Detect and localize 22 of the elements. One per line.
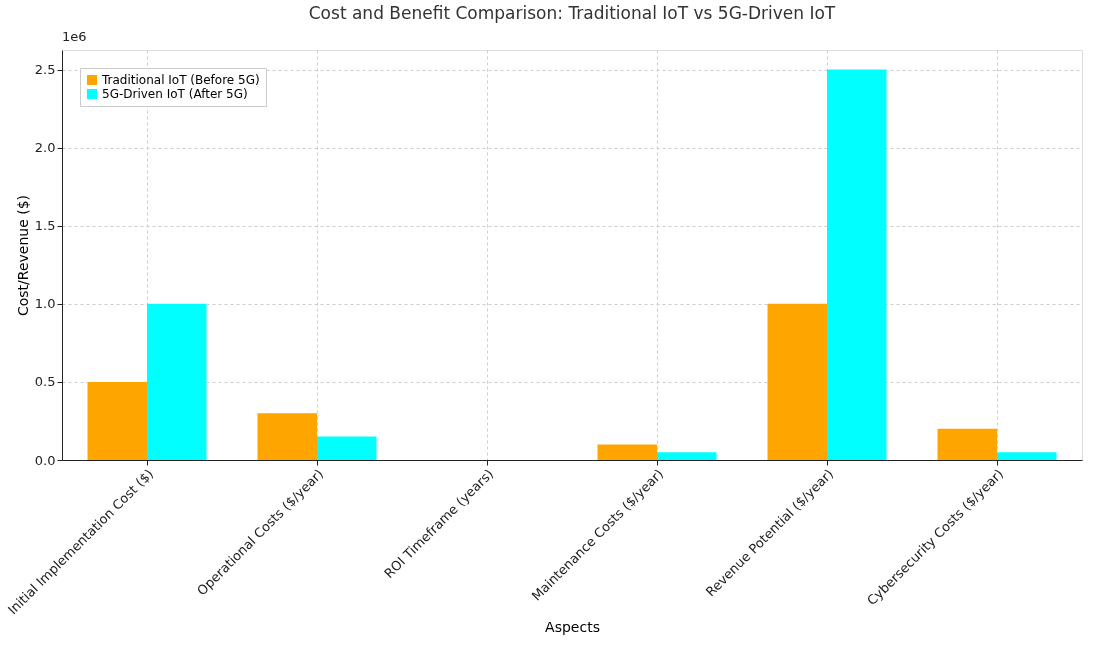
y-tick-label: 1.5	[34, 218, 56, 234]
chart-title: Cost and Benefit Comparison: Traditional IoT vs 5G-Driven IoT	[308, 3, 836, 23]
y-tick-label: 2.0	[34, 140, 56, 156]
bar	[257, 413, 317, 460]
bar	[997, 452, 1057, 460]
y-tick-label: 1.0	[34, 296, 56, 312]
bar	[767, 303, 827, 460]
y-tick-label: 0.5	[34, 374, 56, 390]
bar	[937, 428, 997, 460]
bar	[87, 381, 147, 460]
bar	[597, 444, 657, 460]
bar	[657, 452, 717, 460]
bar	[147, 303, 207, 460]
y-axis-title: Cost/Revenue ($)	[14, 194, 31, 317]
x-axis-title: Aspects	[545, 619, 600, 636]
y-tick-label: 2.5	[34, 62, 56, 78]
legend-label: Traditional IoT (Before 5G)	[101, 73, 260, 87]
bar	[827, 69, 887, 460]
y-tick-label: 0.0	[34, 452, 56, 468]
text: 1e6	[62, 29, 87, 44]
legend-label: 5G-Driven IoT (After 5G)	[102, 87, 248, 101]
bar	[317, 436, 377, 460]
